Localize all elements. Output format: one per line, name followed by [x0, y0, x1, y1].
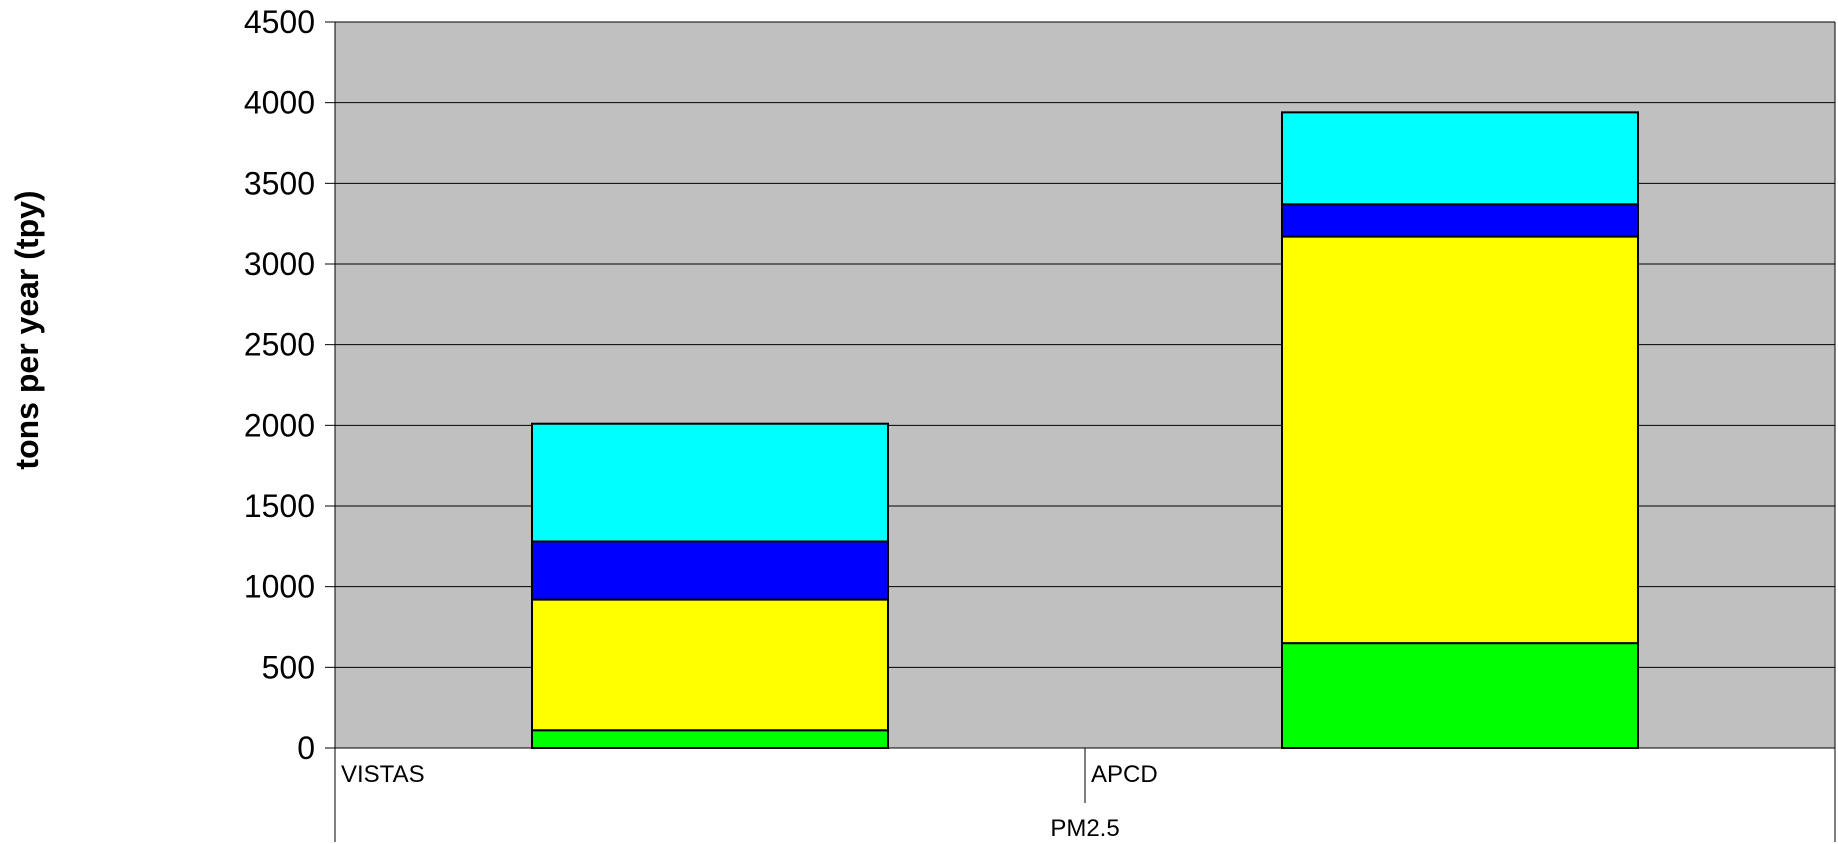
- y-tick-label: 2500: [244, 327, 315, 363]
- bar-segment: [531, 598, 889, 732]
- bar-segment: [531, 422, 889, 543]
- bar-segment: [1281, 642, 1639, 750]
- y-tick-label: 3500: [244, 165, 315, 201]
- x-category-label: VISTAS: [341, 761, 425, 788]
- bar-segment: [1281, 111, 1639, 206]
- y-tick-label: 4000: [244, 85, 315, 121]
- y-tick-label: 1000: [244, 569, 315, 605]
- y-tick-label: 1500: [244, 488, 315, 524]
- x-category-label: APCD: [1091, 761, 1158, 788]
- category-axis: VISTAS APCD PM2.5: [341, 748, 1158, 842]
- y-tick-label: 4500: [244, 4, 315, 40]
- y-tick-label: 0: [297, 730, 315, 766]
- y-tick-label: 3000: [244, 246, 315, 282]
- x-group-label: PM2.5: [1050, 815, 1119, 842]
- y-tick-label: 2000: [244, 407, 315, 443]
- bars: [531, 111, 1639, 750]
- bar-segment: [1281, 235, 1639, 645]
- y-tick-labels: 0 500 1000 1500 2000 2500 3000 3500 4000 4500: [244, 4, 315, 766]
- bar-segment: [1281, 203, 1639, 238]
- bar-segment: [531, 540, 889, 601]
- bar-segment: [531, 729, 889, 750]
- y-tick-label: 500: [262, 649, 315, 685]
- y-axis-title: tons per year (tpy): [9, 190, 45, 469]
